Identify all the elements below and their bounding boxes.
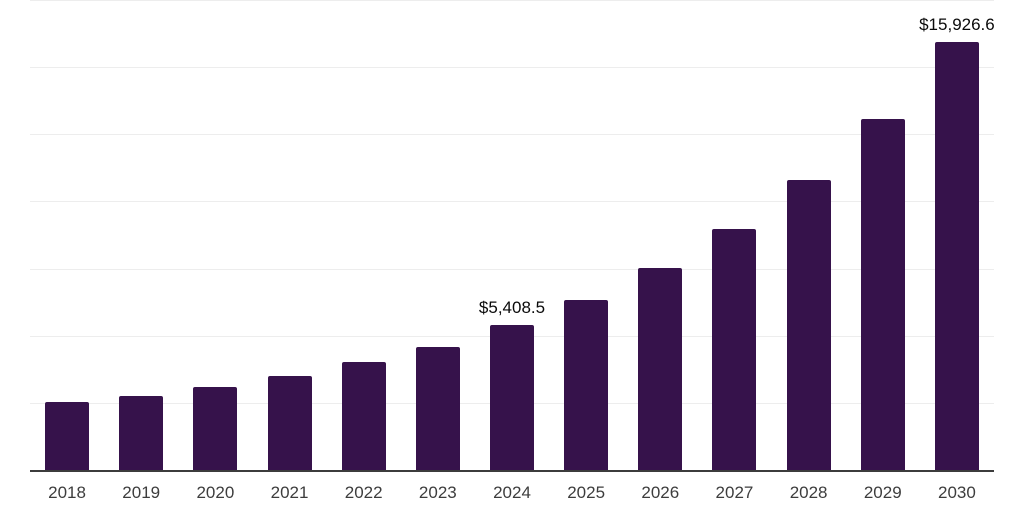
gridline-7500 <box>30 268 994 270</box>
bar-2018 <box>45 402 90 470</box>
x-axis: 2018 2019 2020 2021 2022 2023 2024 2025 2026 2027… <box>30 472 994 512</box>
bar-2024 <box>490 324 534 470</box>
x-tick-label-2027: 2027 <box>715 483 754 502</box>
bar-2019 <box>119 395 164 470</box>
bar-2020 <box>193 387 238 470</box>
bar-2023 <box>415 347 460 470</box>
x-tick-label-2020: 2020 <box>196 483 235 502</box>
x-tick-label-2019: 2019 <box>122 483 161 502</box>
gridline-17500 <box>30 0 994 1</box>
data-label-2030: $15,926.6 <box>919 15 995 35</box>
bar-2022 <box>341 362 386 470</box>
x-tick-label-2029: 2029 <box>863 483 902 502</box>
bar-2030 <box>934 42 979 470</box>
x-tick-label-2026: 2026 <box>641 483 680 502</box>
gridline-10000 <box>30 201 994 203</box>
x-tick-label-2024: 2024 <box>493 483 531 502</box>
x-tick-label-2022: 2022 <box>344 483 383 502</box>
bar-2029 <box>860 118 905 470</box>
data-label-2024: $5,408.5 <box>478 297 546 317</box>
x-tick-label-2021: 2021 <box>270 483 309 502</box>
x-tick-label-2018: 2018 <box>48 483 86 502</box>
x-tick-label-2030: 2030 <box>938 483 976 502</box>
x-tick-label-2023: 2023 <box>418 483 457 502</box>
bar-2028 <box>786 179 831 470</box>
bar-2027 <box>712 229 757 470</box>
x-tick-label-2028: 2028 <box>789 483 828 502</box>
gridline-12500 <box>30 134 994 136</box>
gridline-15000 <box>30 67 994 69</box>
x-tick-label-2025: 2025 <box>567 483 606 502</box>
plot-area: $5,408.5 $15,926.6 <box>30 0 995 472</box>
bar-2021 <box>267 376 312 470</box>
bar-2025 <box>564 300 609 470</box>
bar-2026 <box>638 268 683 470</box>
